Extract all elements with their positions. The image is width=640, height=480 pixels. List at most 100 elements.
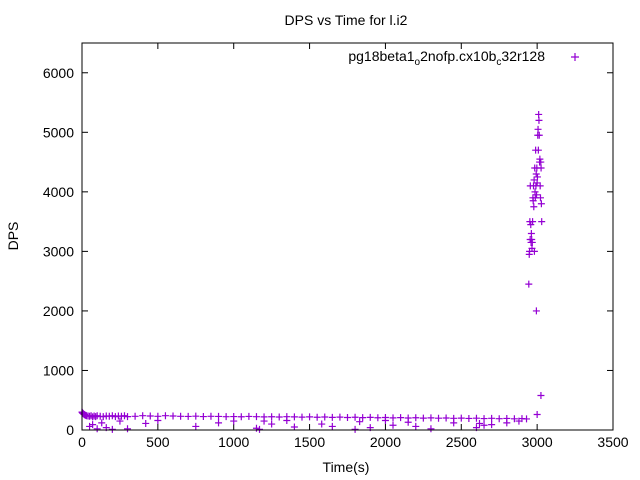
data-point [124, 413, 132, 421]
data-point [120, 412, 128, 420]
data-point [252, 413, 260, 421]
data-point [480, 415, 488, 423]
y-tick-label: 2000 [43, 303, 74, 319]
data-point [537, 158, 545, 166]
data-point [535, 131, 543, 139]
data-point [457, 414, 465, 422]
data-point [139, 412, 147, 420]
data-point [192, 412, 200, 420]
data-point [313, 413, 321, 421]
data-point [535, 110, 543, 118]
data-point [536, 155, 544, 163]
legend-text-part: 2nofp.cx10b [420, 48, 496, 64]
data-point [161, 412, 169, 420]
legend-text-part: 32r128 [501, 48, 545, 64]
data-point [215, 412, 223, 420]
data-point [537, 200, 545, 208]
data-point [533, 191, 541, 199]
data-point [260, 417, 268, 425]
data-point [525, 280, 533, 288]
data-point [298, 413, 306, 421]
data-point [528, 238, 536, 246]
data-point [306, 413, 314, 421]
data-point [534, 146, 542, 154]
data-point [412, 422, 420, 430]
data-point [537, 391, 545, 399]
data-point [207, 412, 215, 420]
data-point [230, 417, 238, 425]
legend-text-part: pg18beta1 [348, 48, 414, 64]
data-point [533, 173, 541, 181]
x-tick-label: 3500 [597, 434, 628, 450]
data-point [530, 203, 538, 211]
data-point [529, 218, 537, 226]
data-point [480, 421, 488, 429]
data-point [283, 416, 291, 424]
data-point [142, 419, 150, 427]
data-point [336, 413, 344, 421]
y-axis-label: DPS [5, 222, 21, 251]
data-point [108, 425, 116, 433]
data-point [537, 164, 545, 172]
data-point [427, 414, 435, 422]
data-point [328, 413, 336, 421]
data-point [530, 176, 538, 184]
data-point [534, 125, 542, 133]
data-point [366, 413, 374, 421]
data-point [199, 413, 207, 421]
data-point [532, 170, 540, 178]
data-point [535, 116, 543, 124]
data-point [237, 413, 245, 421]
legend-marker [571, 53, 579, 61]
data-point [93, 425, 101, 433]
chart-title: DPS vs Time for l.i2 [285, 12, 408, 28]
data-point [328, 422, 336, 430]
data-point [427, 425, 435, 433]
data-point [442, 414, 450, 422]
x-tick-label: 500 [146, 434, 170, 450]
data-point [531, 188, 539, 196]
legend-subscript: o [415, 57, 421, 68]
data-point [389, 421, 397, 429]
legend-marker-symbol [571, 53, 579, 61]
x-axis-label: Time(s) [323, 459, 370, 475]
axis-ticks: 0 500 1000 1500 2000 2500 3000 3500 0 1000 2000 300… [43, 43, 629, 450]
x-tick-label: 3000 [522, 434, 553, 450]
data-point [222, 413, 230, 421]
data-point [351, 425, 359, 433]
data-point [374, 414, 382, 422]
data-point [536, 182, 544, 190]
legend: pg18beta1o2nofp.cx10bc32r128 [348, 48, 579, 68]
data-point [351, 413, 359, 421]
data-point [412, 414, 420, 422]
data-point [318, 420, 326, 428]
y-tick-label: 4000 [43, 184, 74, 200]
data-point [530, 247, 538, 255]
data-point [381, 416, 389, 424]
y-tick-label: 5000 [43, 124, 74, 140]
legend-subscript: c [496, 57, 501, 68]
data-point [389, 414, 397, 422]
data-point [532, 307, 540, 315]
data-point [154, 416, 162, 424]
data-point [397, 414, 405, 422]
plot-frame [81, 42, 614, 431]
data-point [256, 425, 264, 433]
y-tick-label: 6000 [43, 65, 74, 81]
data-point [510, 415, 518, 423]
x-tick-label: 2000 [370, 434, 401, 450]
data-point [252, 424, 260, 432]
data-point [536, 194, 544, 202]
data-point [108, 412, 116, 420]
data-point [146, 412, 154, 420]
data-point [465, 414, 473, 422]
data-point [419, 414, 427, 422]
data-point [116, 417, 124, 425]
data-point [528, 235, 536, 243]
data-point [538, 218, 546, 226]
x-tick-label: 1000 [218, 434, 249, 450]
y-tick-label: 1000 [43, 362, 74, 378]
data-point [268, 413, 276, 421]
data-point [503, 419, 511, 427]
y-tick-label: 0 [66, 422, 74, 438]
